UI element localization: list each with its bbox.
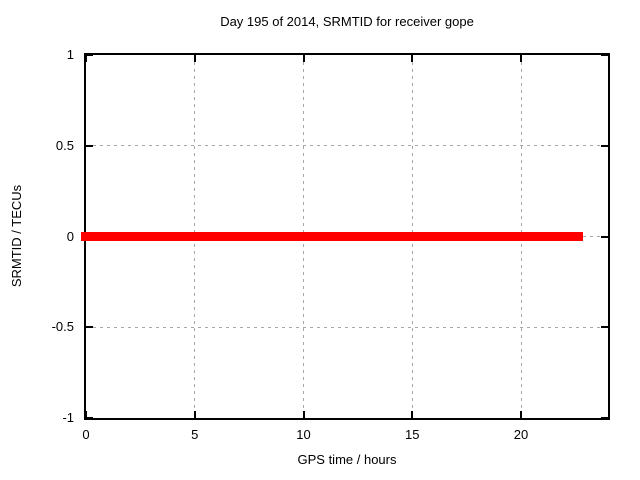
x-tick-label: 5: [191, 427, 199, 442]
gridline-horizontal: [86, 326, 608, 328]
tick-mark-x-top: [302, 55, 305, 62]
x-tick-label: 10: [296, 427, 311, 442]
tick-mark-y-left: [86, 326, 93, 329]
tick-mark-y-left: [86, 417, 93, 419]
tick-mark-y-right: [601, 417, 608, 419]
chart-title: Day 195 of 2014, SRMTID for receiver gop…: [220, 14, 474, 29]
x-tick-label: 20: [513, 427, 529, 442]
tick-mark-x-bottom: [411, 411, 414, 418]
y-tick-label: 0: [66, 228, 74, 244]
gridline-horizontal: [86, 145, 608, 147]
y-tick-label: 1: [66, 47, 74, 62]
tick-mark-y-left: [86, 144, 93, 147]
tick-mark-y-right: [601, 144, 608, 147]
y-tick-label: 0.5: [55, 137, 74, 153]
x-tick-label: 0: [82, 427, 90, 442]
tick-mark-y-right: [601, 326, 608, 329]
tick-mark-x-top: [85, 55, 87, 62]
x-tick-label: 15: [405, 427, 420, 442]
plot-area: [81, 53, 610, 420]
x-axis-label: GPS time / hours: [297, 452, 397, 467]
tick-mark-x-bottom: [193, 411, 196, 418]
tick-mark-y-left: [86, 54, 93, 56]
y-tick-label: -0.5: [51, 319, 74, 335]
tick-mark-y-right: [601, 235, 608, 238]
series-line-srmtid: [81, 232, 583, 241]
tick-mark-x-top: [193, 55, 196, 62]
tick-mark-x-bottom: [302, 411, 305, 418]
tick-mark-x-bottom: [85, 411, 87, 418]
tick-mark-x-top: [411, 55, 414, 62]
tick-mark-x-bottom: [520, 411, 522, 418]
y-tick-label: -1: [62, 410, 74, 425]
tick-mark-y-right: [601, 54, 608, 56]
tick-mark-x-top: [520, 55, 522, 62]
